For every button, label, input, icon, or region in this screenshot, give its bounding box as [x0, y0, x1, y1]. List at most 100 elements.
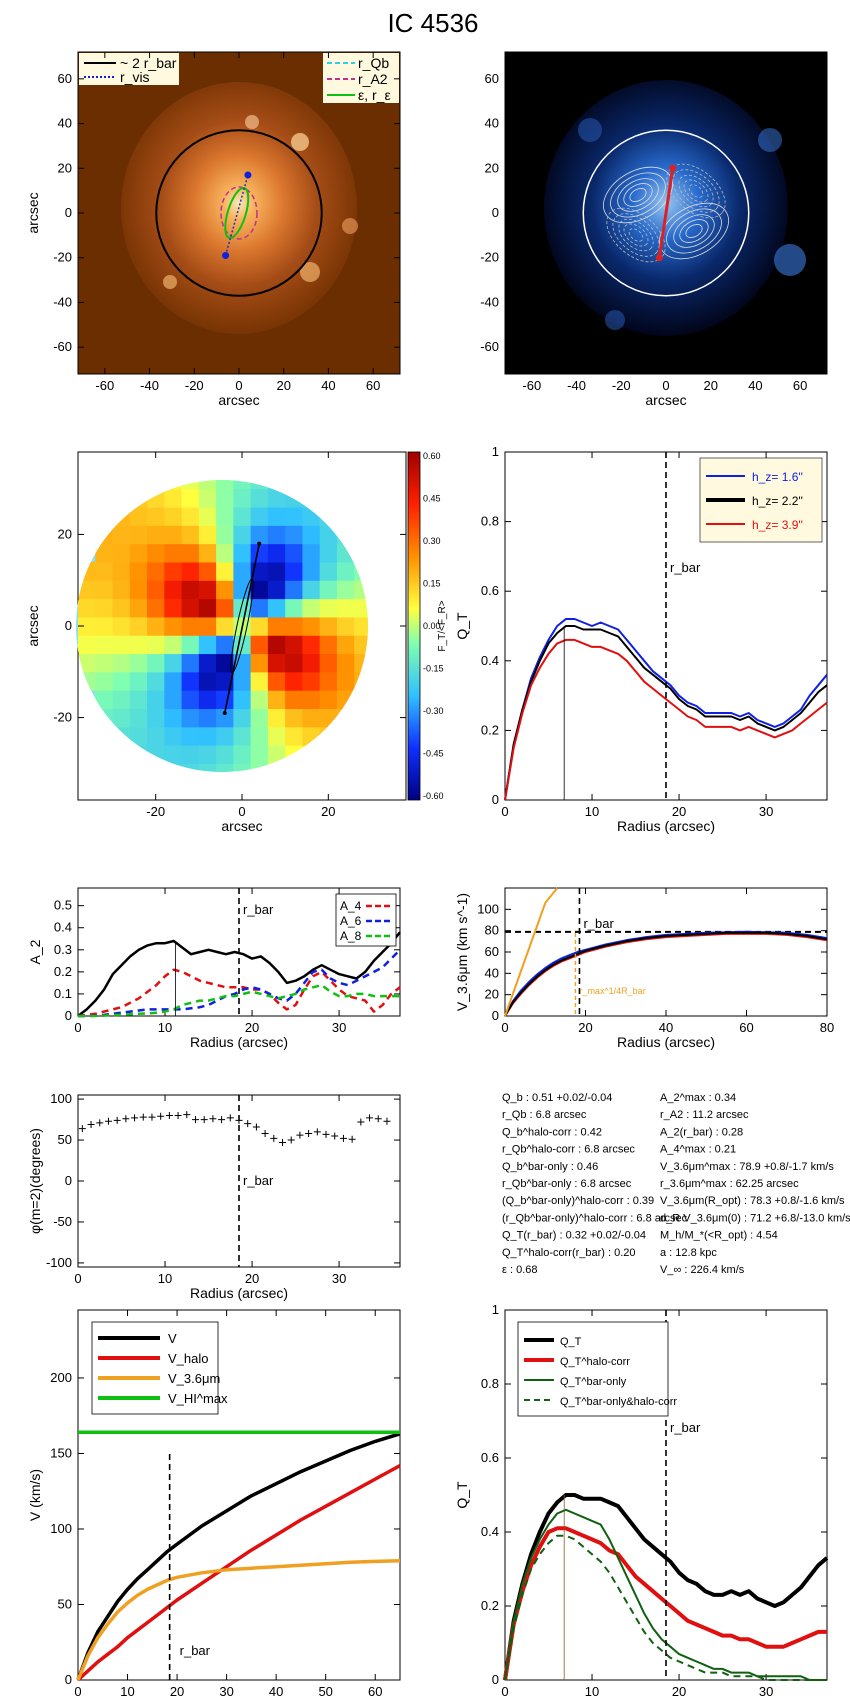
y-tick-label: 0	[65, 205, 72, 220]
heatmap-cell	[250, 671, 269, 691]
y-tick-label: -50	[53, 1214, 72, 1229]
x-tick-label: 40	[659, 1020, 673, 1035]
heatmap-cell	[129, 580, 148, 600]
heatmap-cell	[319, 616, 338, 636]
heatmap-cell	[129, 653, 148, 673]
heatmap-cell	[285, 726, 304, 746]
heatmap-cell	[354, 616, 368, 636]
heatmap-cell	[302, 543, 321, 563]
bar-ellipse	[230, 578, 254, 674]
series-p9-2	[76, 1559, 401, 1681]
heatmap-cell	[198, 708, 217, 728]
x-tick-label: -20	[612, 378, 631, 393]
table-cell: V_∞ : 226.4 km/s	[660, 1264, 745, 1276]
table-cell: V_3.6μm^max : 78.9 +0.8/-1.7 km/s	[660, 1161, 834, 1173]
legend-label: r_A2	[358, 71, 388, 87]
legend-p9: V V_halo V_3.6μm V_HI^max	[91, 1321, 228, 1415]
table-cell: V_3.6μm(R_opt) : 78.3 +0.8/-1.6 km/s	[660, 1195, 845, 1207]
series-p6-1	[504, 932, 828, 1017]
heatmap-cell	[302, 561, 321, 581]
x-tick-label: 0	[501, 1684, 508, 1699]
heatmap-cell	[233, 488, 252, 508]
heatmap-cell	[181, 745, 200, 764]
axes-p4: 0 10 20 30 0 0.2 0.4 0.6 0.8 1 Radius (arcsec) Q_T	[454, 444, 828, 834]
contour	[612, 213, 660, 257]
heatmap-cell	[285, 671, 304, 691]
contour	[685, 224, 703, 238]
heatmap-cell	[198, 561, 217, 581]
legend-label: ε, r_ε	[358, 87, 391, 103]
contour	[679, 219, 709, 243]
phase-point	[157, 1112, 165, 1120]
colorbar-tick-label: -0.15	[423, 664, 444, 674]
heatmap-cell	[164, 616, 183, 636]
series-p9-0	[76, 1432, 401, 1681]
y-tick-label: 0.2	[481, 722, 499, 737]
table-cell: A_2^max : 0.34	[660, 1092, 736, 1104]
heatmap-cell	[216, 480, 234, 490]
table-cell: Q_T(r_bar) : 0.32 +0.02/-0.04	[502, 1230, 646, 1242]
rbar-label: r_bar	[180, 1643, 211, 1658]
heatmap-cell	[198, 480, 217, 490]
table-cell: ε : 0.68	[502, 1264, 537, 1276]
phase-point	[209, 1115, 217, 1123]
heatmap-cell	[233, 745, 252, 764]
phase-point	[296, 1131, 304, 1139]
x-tick-label: 0	[662, 378, 669, 393]
legend-label: h_z= 3.9''	[752, 518, 803, 532]
heatmap-cell	[129, 616, 148, 636]
phase-point	[183, 1111, 191, 1119]
heatmap-cell	[302, 708, 321, 728]
rbar-label: r_bar	[243, 902, 274, 917]
bar-axis	[224, 174, 249, 256]
phase-point	[78, 1125, 86, 1133]
ra2-ellipse	[220, 186, 258, 240]
table-cell: Q_b^bar-only : 0.46	[502, 1161, 598, 1173]
x-tick-label: 20	[170, 1684, 184, 1699]
phase-point	[174, 1111, 182, 1119]
y-tick-label: 100	[50, 1521, 72, 1536]
x-tick-label: -40	[140, 378, 159, 393]
series-p5-3	[78, 983, 400, 1018]
heatmap-cell	[216, 635, 234, 655]
heatmap-cell	[181, 488, 200, 508]
x-tick-label: 0	[74, 1271, 81, 1286]
heatmap-cell	[164, 543, 183, 563]
y-tick-label: -60	[480, 339, 499, 354]
y-tick-label: 0.4	[481, 1524, 499, 1539]
heatmap-cell	[336, 671, 355, 691]
heatmap-cell	[250, 580, 269, 600]
table-cell: r_Qb^bar-only : 6.8 arcsec	[502, 1178, 632, 1190]
panel-force-map: 0.60 0.45 0.30 0.15 0.00 -0.15 -0.30 -0.45 -0.60…	[76, 451, 448, 801]
heatmap-cell	[95, 616, 114, 636]
heatmap-cell	[198, 671, 217, 691]
y-tick-label: 200	[50, 1370, 72, 1385]
series-p5-2	[78, 948, 401, 1018]
heatmap-cell	[181, 580, 200, 600]
heatmap-cell	[164, 671, 183, 691]
x-tick-label: 60	[366, 378, 380, 393]
heatmap-cell	[198, 506, 217, 526]
heatmap-cell	[112, 598, 131, 618]
heatmap-cell	[129, 543, 148, 563]
heatmap-cell	[181, 480, 200, 490]
y-tick-label: 60	[485, 944, 499, 959]
heatmap-cell	[147, 671, 165, 691]
x-tick-label: 20	[703, 378, 717, 393]
heatmap-cell	[198, 690, 217, 710]
contour	[628, 228, 644, 242]
table-cell: a : 12.8 kpc	[660, 1247, 717, 1259]
heatmap-cell	[216, 726, 234, 746]
contour	[629, 188, 647, 202]
phase-point	[87, 1120, 95, 1128]
contour	[673, 214, 715, 248]
x-tick-label: 60	[793, 378, 807, 393]
heatmap-cell	[78, 635, 96, 655]
x-tick-label: 0	[74, 1020, 81, 1035]
series-p10-3	[504, 1534, 827, 1681]
phase-point	[104, 1117, 112, 1125]
y-tick-label: 0	[492, 792, 499, 807]
heatmap-cell	[216, 561, 234, 581]
heatmap-cell	[233, 580, 252, 600]
colorbar-tick-label: 0.15	[423, 579, 441, 589]
